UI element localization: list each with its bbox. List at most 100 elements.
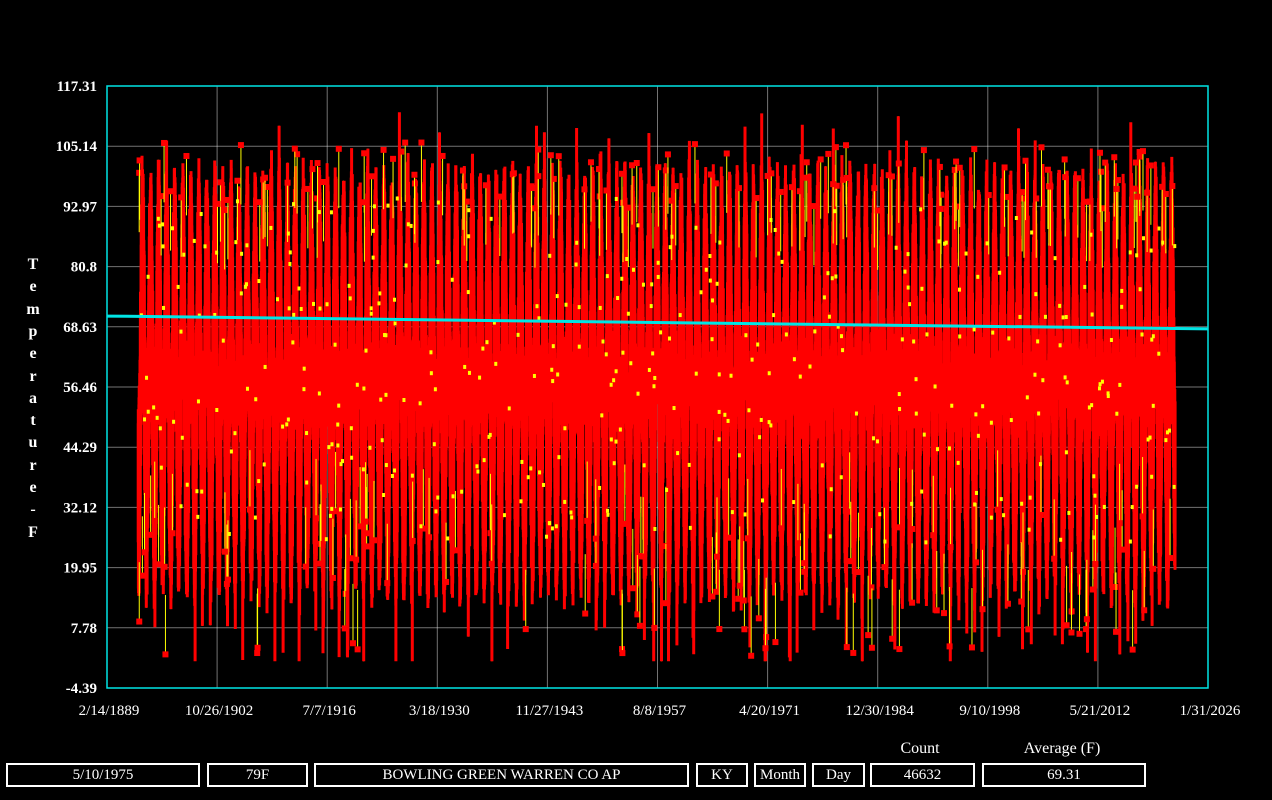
data-point (1092, 561, 1099, 568)
highlight-point (1161, 240, 1165, 245)
highlight-point (1036, 339, 1040, 344)
highlight-point (950, 403, 954, 408)
highlight-point (668, 245, 672, 250)
data-point (1083, 626, 1090, 633)
highlight-point (1128, 539, 1132, 544)
highlight-point (436, 260, 440, 265)
highlight-point (1034, 292, 1038, 297)
highlight-point (570, 515, 574, 520)
data-point (847, 558, 854, 565)
data-point (409, 537, 416, 544)
data-point (169, 530, 176, 537)
highlight-point (317, 210, 321, 215)
data-point (361, 150, 368, 157)
y-axis-label-letter: r (29, 456, 37, 474)
highlight-point (333, 342, 337, 347)
highlight-point (839, 334, 843, 339)
highlight-point (551, 379, 555, 384)
highlight-point (317, 391, 321, 396)
highlight-point (614, 439, 618, 444)
data-point (621, 520, 628, 527)
data-point (224, 196, 231, 203)
data-point (411, 171, 418, 178)
highlight-point (767, 371, 771, 376)
data-point (256, 199, 263, 206)
data-point (246, 506, 253, 513)
data-point (581, 186, 588, 193)
highlight-point (520, 459, 524, 464)
data-point (1005, 193, 1012, 200)
highlight-point (649, 304, 653, 309)
highlight-point (919, 207, 923, 212)
x-tick-labels: 2/14/1889 10/26/1902 7/7/1916 3/18/1930 11/2… (79, 703, 1241, 719)
month-button[interactable]: Month (754, 763, 806, 787)
data-point (294, 151, 301, 158)
highlight-point (609, 382, 613, 387)
data-point (1139, 513, 1146, 520)
data-point (896, 646, 903, 653)
data-point (555, 153, 562, 160)
data-point (817, 156, 824, 163)
data-point (973, 559, 980, 566)
highlight-point (432, 442, 436, 447)
highlight-point (743, 512, 747, 517)
highlight-point (833, 209, 837, 214)
highlight-point (614, 369, 618, 374)
y-axis-label-letter: - (30, 501, 36, 519)
highlight-point (482, 458, 486, 463)
highlight-point (974, 412, 978, 417)
data-point (459, 167, 466, 174)
highlight-point (1120, 304, 1124, 309)
data-point (217, 179, 224, 186)
data-point (772, 639, 779, 646)
data-point (347, 555, 354, 562)
data-point (971, 146, 978, 153)
day-button[interactable]: Day (812, 763, 865, 787)
state-button[interactable]: KY (696, 763, 748, 787)
data-point (868, 584, 875, 591)
highlight-point (1167, 428, 1171, 433)
highlight-point (245, 386, 249, 391)
highlight-point (784, 332, 788, 337)
data-point (592, 535, 599, 542)
data-point (384, 580, 391, 587)
data-point (810, 203, 817, 210)
x-tick-label: 2/14/1889 (79, 703, 140, 719)
highlight-point (302, 387, 306, 392)
highlight-point (538, 470, 542, 475)
data-point (510, 170, 517, 177)
data-point (313, 515, 320, 522)
highlight-point (625, 257, 629, 262)
y-tick-label: -4.39 (66, 681, 97, 697)
highlight-point (1053, 256, 1057, 261)
highlight-point (257, 479, 261, 484)
highlight-point (196, 399, 200, 404)
highlight-point (347, 283, 351, 288)
highlight-point (937, 239, 941, 244)
highlight-point (393, 321, 397, 326)
highlight-point (466, 290, 470, 295)
highlight-point (1164, 438, 1168, 443)
data-point (1086, 198, 1093, 205)
highlight-point (665, 487, 669, 492)
data-point (672, 183, 679, 190)
highlight-point (161, 222, 165, 227)
highlight-point (1150, 474, 1154, 479)
highlight-point (269, 225, 273, 230)
y-tick-label: 19.95 (63, 561, 97, 577)
y-tick-label: 56.46 (63, 380, 97, 396)
data-point (341, 625, 348, 632)
highlight-point (330, 506, 334, 511)
data-point (797, 589, 804, 596)
data-point (357, 523, 364, 530)
highlight-point (922, 432, 926, 437)
highlight-point (339, 462, 343, 467)
highlight-point (476, 469, 480, 474)
highlight-point (1025, 395, 1029, 400)
data-point (214, 200, 221, 207)
highlight-point (516, 332, 520, 337)
highlight-point (380, 438, 384, 443)
highlight-point (240, 251, 244, 256)
highlight-point (730, 510, 734, 515)
highlight-point (433, 387, 437, 392)
